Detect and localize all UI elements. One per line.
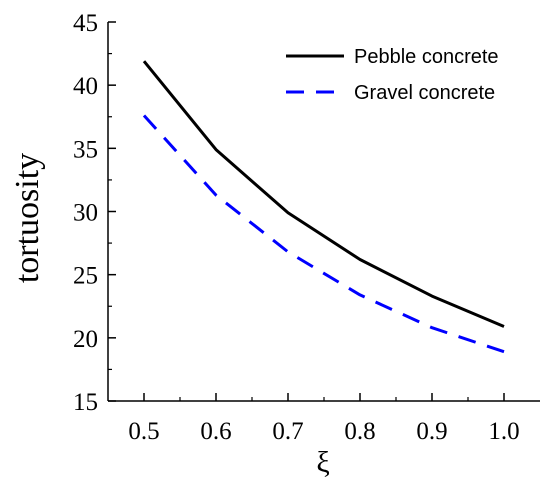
y-tick-label: 15 — [73, 389, 98, 416]
y-ticks: 15 20 25 30 35 40 45 — [73, 10, 116, 416]
y-tick-label: 40 — [73, 73, 98, 100]
series-line-gravel-concrete — [142, 114, 505, 354]
y-axis-label: tortuosity — [9, 153, 46, 283]
y-tick-label: 45 — [73, 10, 98, 37]
x-tick-label: 0.7 — [272, 418, 303, 445]
x-tick-label: 1.0 — [488, 418, 519, 445]
legend-label-gravel-concrete: Gravel concrete — [354, 82, 495, 104]
x-tick-label: 0.5 — [128, 418, 159, 445]
y-tick-label: 20 — [73, 326, 98, 353]
x-tick-label: 0.6 — [200, 418, 231, 445]
y-tick-label: 35 — [73, 136, 98, 163]
y-tick-label: 30 — [73, 200, 98, 227]
x-axis-label: ξ — [316, 446, 329, 479]
axes — [107, 22, 540, 402]
legend-label-pebble-concrete: Pebble concrete — [354, 46, 499, 68]
legend: Pebble concrete Gravel concrete — [286, 46, 499, 104]
y-tick-label: 25 — [73, 263, 98, 290]
series-group — [142, 60, 505, 354]
x-tick-label: 0.8 — [344, 418, 375, 445]
x-ticks: 0.5 0.6 0.7 0.8 0.9 1.0 — [128, 393, 520, 445]
series-line-pebble-concrete — [142, 60, 505, 328]
x-tick-label: 0.9 — [416, 418, 447, 445]
